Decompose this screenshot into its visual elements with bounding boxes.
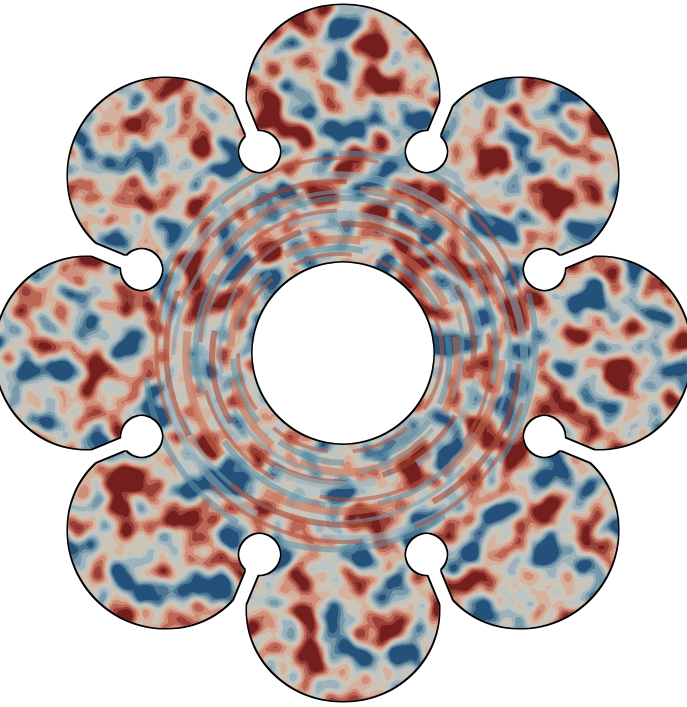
outline-source (0, 0, 687, 707)
domain-outline (0, 0, 687, 707)
field-visualization (0, 0, 687, 707)
page: (() => { const NS = 'http://www.w3.org/2… (0, 0, 687, 707)
